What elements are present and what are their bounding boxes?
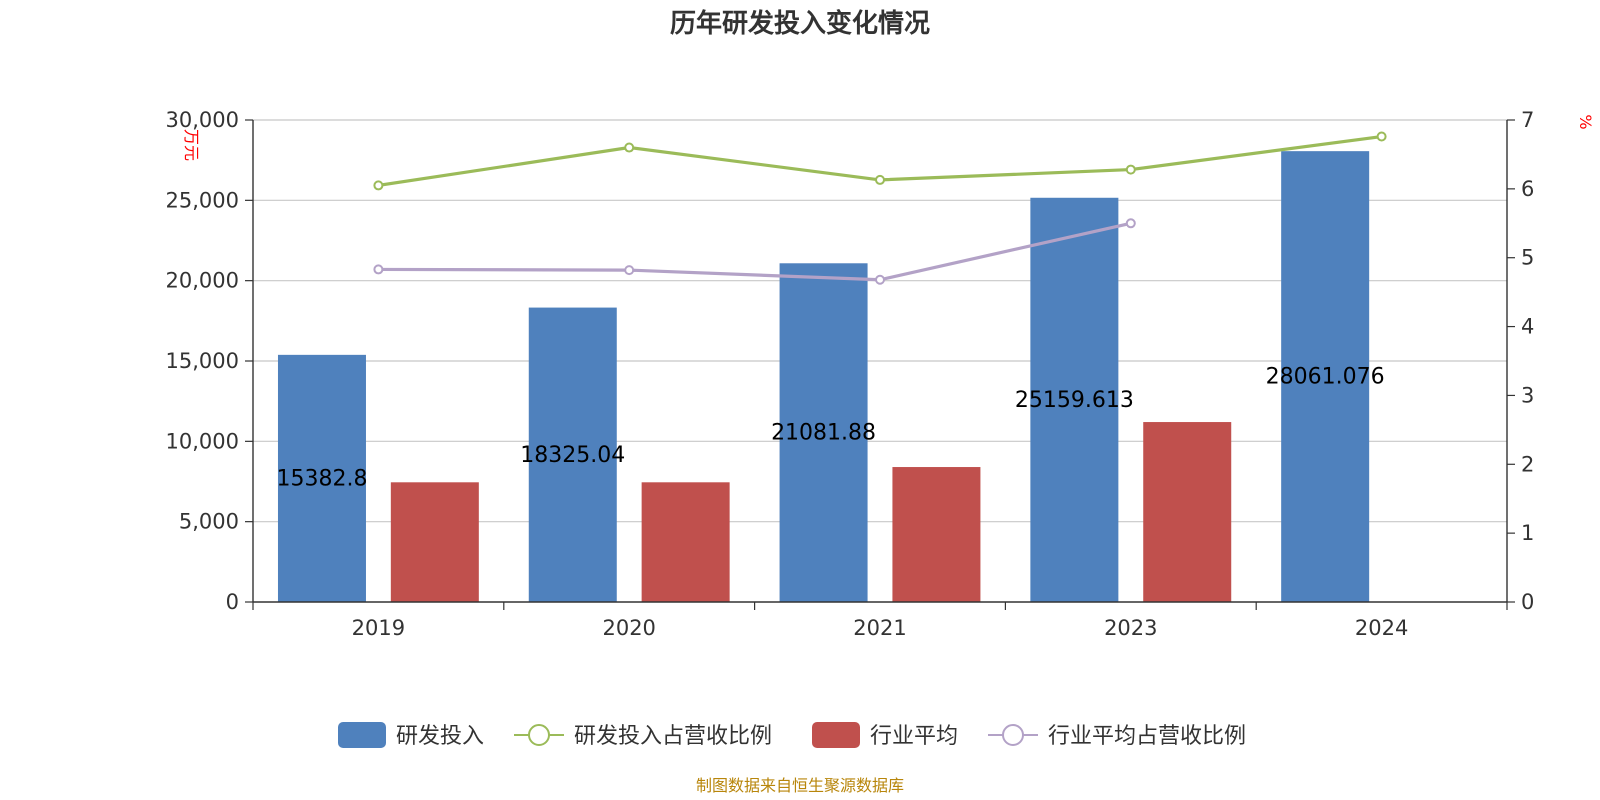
point-rd-ratio-2019 (373, 180, 384, 191)
x-axis-tick-label: 2021 (853, 616, 906, 640)
bars (277, 151, 1370, 602)
series-lines (373, 131, 1387, 285)
point-industry-ratio-2023 (1125, 218, 1136, 229)
data-source-note: 制图数据来自恒生聚源数据库 (696, 776, 904, 795)
line-industry-ratio (378, 221, 1132, 282)
x-axis-ticks: 2019 2020 2021 2023 2024 (252, 602, 1508, 640)
point-rd-ratio-2024 (1376, 131, 1387, 142)
left-axis-tick-label: 0 (226, 590, 239, 614)
bar-rd-2021 (779, 263, 868, 602)
left-axis-tick-label: 10,000 (166, 429, 239, 453)
bar-industry-2019 (390, 482, 479, 602)
data-label-rd-2021: 21081.88 (771, 421, 876, 446)
right-axis-tick-label: 4 (1521, 315, 1534, 339)
x-axis-tick-label: 2024 (1355, 616, 1408, 640)
legend-item-rd-ratio[interactable]: 研发投入占营收比例 (514, 724, 772, 749)
legend-item-industry-ratio[interactable]: 行业平均占营收比例 (988, 724, 1246, 749)
legend-item-industry[interactable]: 行业平均 (812, 722, 958, 749)
data-label-rd-2020: 18325.04 (520, 443, 625, 468)
point-rd-ratio-2020 (624, 142, 635, 153)
legend-item-rd[interactable]: 研发投入 (338, 722, 484, 749)
right-axis-unit: % (1576, 114, 1595, 129)
point-industry-ratio-2020 (624, 265, 635, 276)
bar-rd-2020 (528, 307, 617, 602)
point-rd-ratio-2021 (875, 174, 885, 185)
right-axis-tick-label: 3 (1521, 383, 1534, 407)
legend-swatch-industry-ratio-marker (1002, 724, 1024, 746)
chart-title: 历年研发投入变化情况 (670, 8, 930, 39)
left-axis-tick-label: 30,000 (166, 108, 239, 132)
bar-rd-2019 (277, 354, 366, 602)
bar-rd-2023 (1030, 197, 1119, 602)
bar-industry-2023 (1143, 422, 1232, 602)
right-axis-tick-label: 6 (1521, 177, 1534, 201)
data-label-rd-2023: 25159.613 (1015, 388, 1134, 413)
legend-swatch-industry-bar (812, 722, 860, 748)
left-axis-ticks: 0 5,000 10,000 15,000 20,000 25,000 30,000 (166, 108, 253, 614)
x-axis-tick-label: 2023 (1104, 616, 1157, 640)
bar-rd-2024 (1281, 151, 1370, 602)
data-labels: 15382.8 18325.04 21081.88 25159.613 28061.07… (276, 365, 1384, 492)
left-axis-unit: 万元 (182, 129, 201, 161)
left-axis-tick-label: 20,000 (166, 269, 239, 293)
left-axis-tick-label: 15,000 (166, 349, 239, 373)
point-rd-ratio-2023 (1125, 164, 1136, 175)
right-axis-tick-label: 5 (1521, 246, 1534, 270)
legend-label-rd-ratio: 研发投入占营收比例 (574, 724, 772, 749)
left-axis-tick-label: 5,000 (179, 510, 239, 534)
x-axis-tick-label: 2019 (352, 616, 405, 640)
bar-industry-2020 (641, 482, 730, 602)
legend-label-industry-ratio: 行业平均占营收比例 (1048, 724, 1246, 749)
legend-label-rd: 研发投入 (396, 724, 484, 749)
right-axis-tick-label: 1 (1521, 521, 1534, 545)
x-axis-tick-label: 2020 (602, 616, 655, 640)
legend-swatch-rd-ratio-marker (528, 724, 550, 746)
data-label-rd-2024: 28061.076 (1266, 365, 1385, 390)
right-axis-tick-label: 0 (1521, 590, 1534, 614)
right-axis-tick-label: 2 (1521, 452, 1534, 476)
point-industry-ratio-2019 (373, 264, 384, 275)
legend-label-industry: 行业平均 (870, 724, 958, 749)
legend-swatch-rd-bar (338, 722, 386, 748)
right-axis-ticks: 0 1 2 3 4 5 6 7 (1507, 108, 1534, 614)
bar-industry-2021 (892, 467, 981, 602)
point-industry-ratio-2021 (875, 274, 885, 285)
data-label-rd-2019: 15382.8 (276, 466, 367, 491)
right-axis-tick-label: 7 (1521, 108, 1534, 132)
legend: 研发投入 研发投入占营收比例 行业平均 行业平均占营收比例 (338, 722, 1246, 749)
left-axis-tick-label: 25,000 (166, 188, 239, 212)
